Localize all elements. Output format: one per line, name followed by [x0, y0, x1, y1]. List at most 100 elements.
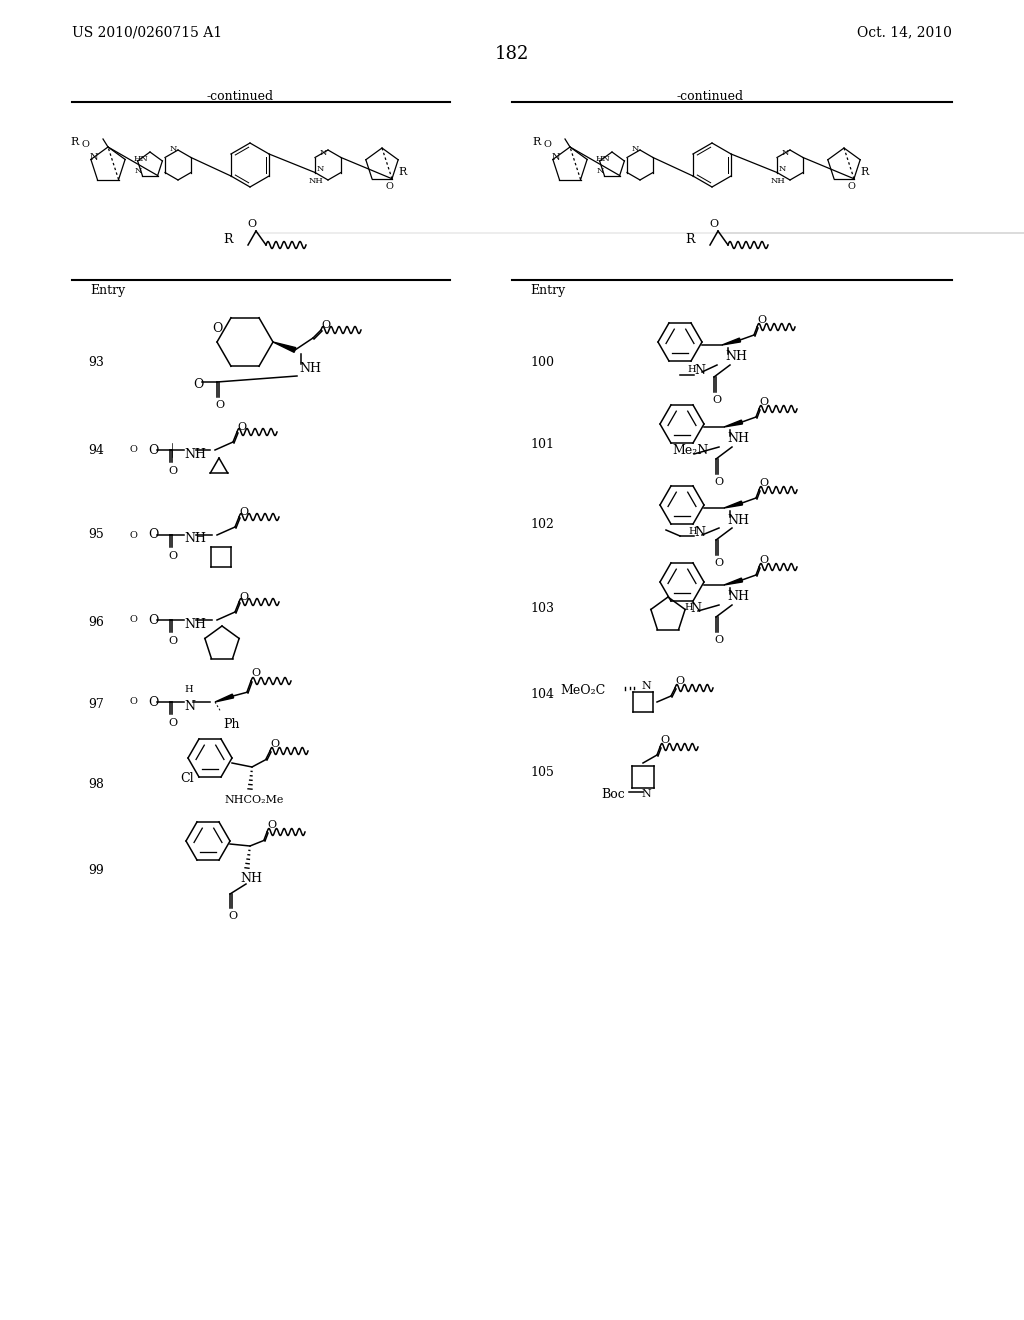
Text: O: O — [251, 668, 260, 678]
Text: 98: 98 — [88, 779, 103, 792]
Text: 105: 105 — [530, 766, 554, 779]
Text: O: O — [847, 182, 855, 191]
Text: N: N — [641, 789, 650, 799]
Text: N: N — [632, 145, 639, 153]
Text: N: N — [694, 363, 705, 376]
Text: O: O — [168, 718, 177, 729]
Text: O: O — [710, 219, 719, 228]
Polygon shape — [273, 342, 296, 352]
Polygon shape — [215, 694, 233, 702]
Text: O: O — [239, 591, 248, 602]
Text: 104: 104 — [530, 689, 554, 701]
Text: O: O — [714, 558, 723, 568]
Text: O: O — [544, 140, 552, 149]
Text: O: O — [148, 444, 159, 457]
Text: MeO₂C: MeO₂C — [560, 684, 605, 697]
Text: Ph: Ph — [223, 718, 240, 731]
Text: NH: NH — [727, 590, 749, 603]
Text: US 2010/0260715 A1: US 2010/0260715 A1 — [72, 25, 222, 40]
Text: O: O — [130, 615, 138, 624]
Text: H: H — [687, 364, 695, 374]
Text: 100: 100 — [530, 355, 554, 368]
Text: 95: 95 — [88, 528, 103, 541]
Text: NH: NH — [727, 433, 749, 446]
Text: N: N — [782, 149, 790, 157]
Text: R: R — [685, 234, 694, 246]
Text: O: O — [168, 550, 177, 561]
Text: O: O — [267, 820, 276, 830]
Text: N: N — [597, 168, 604, 176]
Text: O: O — [759, 478, 768, 488]
Text: O: O — [148, 614, 159, 627]
Polygon shape — [722, 338, 740, 345]
Text: O: O — [168, 636, 177, 645]
Text: NHCO₂Me: NHCO₂Me — [224, 795, 284, 805]
Text: NH: NH — [299, 362, 321, 375]
Text: N: N — [90, 153, 98, 162]
Polygon shape — [724, 578, 742, 585]
Text: O: O — [714, 477, 723, 487]
Text: 101: 101 — [530, 437, 554, 450]
Text: H: H — [684, 602, 692, 611]
Text: O: O — [148, 696, 159, 709]
Text: O: O — [148, 528, 159, 541]
Text: -continued: -continued — [677, 90, 743, 103]
Text: O: O — [168, 466, 177, 477]
Text: N: N — [641, 681, 650, 690]
Text: NH: NH — [771, 177, 785, 185]
Text: NH: NH — [240, 873, 262, 884]
Text: R: R — [860, 168, 868, 177]
Text: Entry: Entry — [530, 284, 565, 297]
Text: Oct. 14, 2010: Oct. 14, 2010 — [857, 25, 952, 40]
Text: O: O — [660, 735, 669, 744]
Text: O: O — [321, 319, 330, 330]
Text: Cl: Cl — [180, 771, 194, 784]
Text: R: R — [398, 168, 407, 177]
Text: NH: NH — [184, 532, 206, 545]
Text: O: O — [130, 531, 138, 540]
Text: HN: HN — [134, 154, 148, 162]
Text: R: R — [70, 137, 78, 147]
Text: O: O — [712, 395, 721, 405]
Text: 102: 102 — [530, 519, 554, 532]
Text: O: O — [385, 182, 393, 191]
Text: O: O — [675, 676, 684, 686]
Text: HN: HN — [596, 154, 610, 162]
Text: H: H — [688, 528, 696, 536]
Text: O: O — [237, 422, 246, 432]
Text: O: O — [82, 140, 90, 149]
Text: N: N — [552, 153, 560, 162]
Text: NH: NH — [725, 351, 746, 363]
Text: O: O — [757, 315, 766, 325]
Text: 93: 93 — [88, 355, 103, 368]
Text: 97: 97 — [88, 698, 103, 711]
Text: R: R — [532, 137, 541, 147]
Text: R: R — [223, 234, 232, 246]
Text: O: O — [130, 446, 138, 454]
Text: O: O — [193, 378, 204, 391]
Text: O: O — [248, 219, 257, 228]
Text: NH: NH — [309, 177, 324, 185]
Text: N: N — [317, 165, 325, 173]
Text: O: O — [215, 400, 224, 411]
Text: NH: NH — [727, 513, 749, 527]
Text: 94: 94 — [88, 444, 103, 457]
Text: 103: 103 — [530, 602, 554, 615]
Text: N: N — [184, 701, 195, 714]
Text: O: O — [228, 911, 238, 921]
Text: N: N — [779, 165, 786, 173]
Text: O: O — [714, 635, 723, 645]
Text: Entry: Entry — [90, 284, 125, 297]
Text: -continued: -continued — [207, 90, 273, 103]
Text: 99: 99 — [88, 863, 103, 876]
Text: NH: NH — [184, 618, 206, 631]
Text: O: O — [270, 739, 280, 748]
Polygon shape — [724, 420, 742, 426]
Text: O: O — [759, 397, 768, 407]
Text: O: O — [130, 697, 138, 706]
Text: 96: 96 — [88, 615, 103, 628]
Text: NH: NH — [184, 447, 206, 461]
Text: Boc: Boc — [601, 788, 625, 801]
Text: O: O — [759, 554, 768, 565]
Text: N: N — [135, 168, 142, 176]
